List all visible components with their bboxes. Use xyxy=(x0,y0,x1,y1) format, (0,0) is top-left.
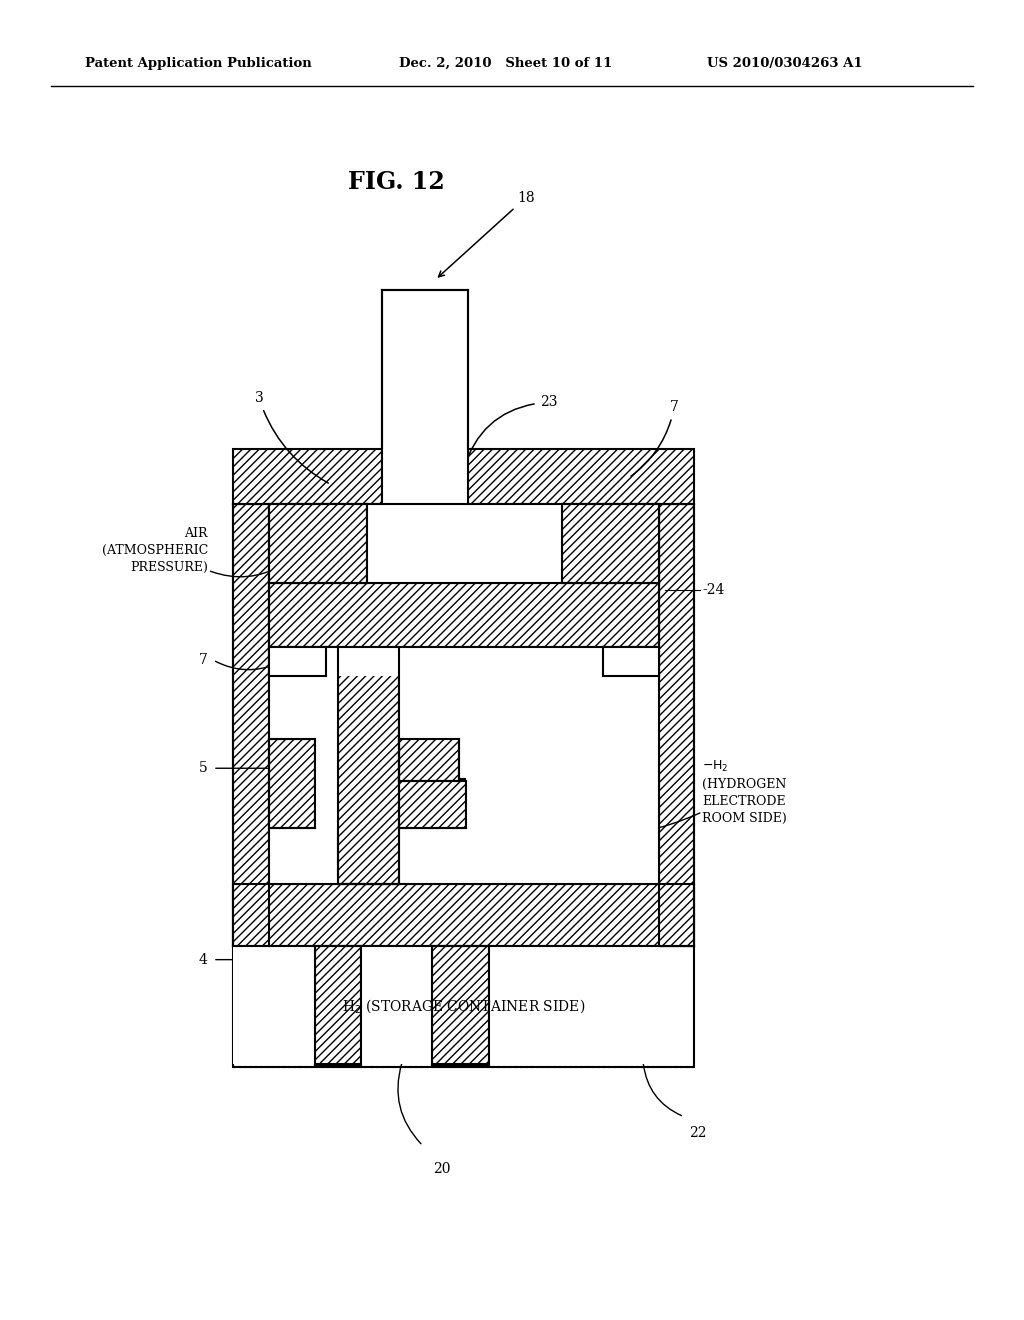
Text: 20: 20 xyxy=(433,1162,451,1176)
Text: AIR
(ATMOSPHERIC
PRESSURE): AIR (ATMOSPHERIC PRESSURE) xyxy=(101,527,208,574)
Bar xyxy=(399,647,479,739)
Bar xyxy=(338,647,399,884)
Bar xyxy=(315,946,361,1064)
Text: 23: 23 xyxy=(464,395,557,469)
Bar xyxy=(466,647,659,828)
Bar xyxy=(269,647,326,676)
Bar xyxy=(233,946,694,1067)
Text: -24: -24 xyxy=(702,583,725,597)
Bar xyxy=(399,779,466,828)
Text: 18: 18 xyxy=(438,190,535,277)
Text: H$_2$ (STORAGE CONTAINER SIDE): H$_2$ (STORAGE CONTAINER SIDE) xyxy=(342,998,586,1015)
Text: 6: 6 xyxy=(649,854,658,867)
Text: 3: 3 xyxy=(255,391,329,483)
Bar xyxy=(233,449,694,504)
Bar xyxy=(315,739,338,828)
Bar xyxy=(233,884,694,946)
Bar xyxy=(326,647,603,676)
Bar xyxy=(233,946,315,1064)
Text: 22: 22 xyxy=(689,1126,707,1140)
Bar xyxy=(382,290,468,504)
Bar xyxy=(382,449,468,504)
Bar xyxy=(233,504,269,946)
Bar xyxy=(562,504,659,583)
Bar xyxy=(269,504,367,583)
Text: 7: 7 xyxy=(631,400,679,477)
Bar xyxy=(269,647,338,739)
Text: Patent Application Publication: Patent Application Publication xyxy=(85,57,311,70)
Bar xyxy=(432,946,489,1064)
Bar xyxy=(489,946,659,1064)
Bar xyxy=(367,504,562,583)
Text: US 2010/0304263 A1: US 2010/0304263 A1 xyxy=(707,57,862,70)
Text: 5: 5 xyxy=(199,762,208,775)
Text: $\mathsf{-H_2}$
(HYDROGEN
ELECTRODE
ROOM SIDE): $\mathsf{-H_2}$ (HYDROGEN ELECTRODE ROOM… xyxy=(702,759,787,825)
Bar xyxy=(269,739,315,828)
Bar xyxy=(269,647,659,884)
Text: FIG. 12: FIG. 12 xyxy=(348,170,444,194)
Text: 7: 7 xyxy=(199,653,208,667)
Text: 4: 4 xyxy=(199,953,208,966)
Bar xyxy=(269,583,659,647)
Bar xyxy=(659,504,694,946)
Bar xyxy=(399,693,459,781)
Bar xyxy=(361,946,432,1064)
Text: Dec. 2, 2010   Sheet 10 of 11: Dec. 2, 2010 Sheet 10 of 11 xyxy=(399,57,612,70)
Bar xyxy=(603,647,659,676)
